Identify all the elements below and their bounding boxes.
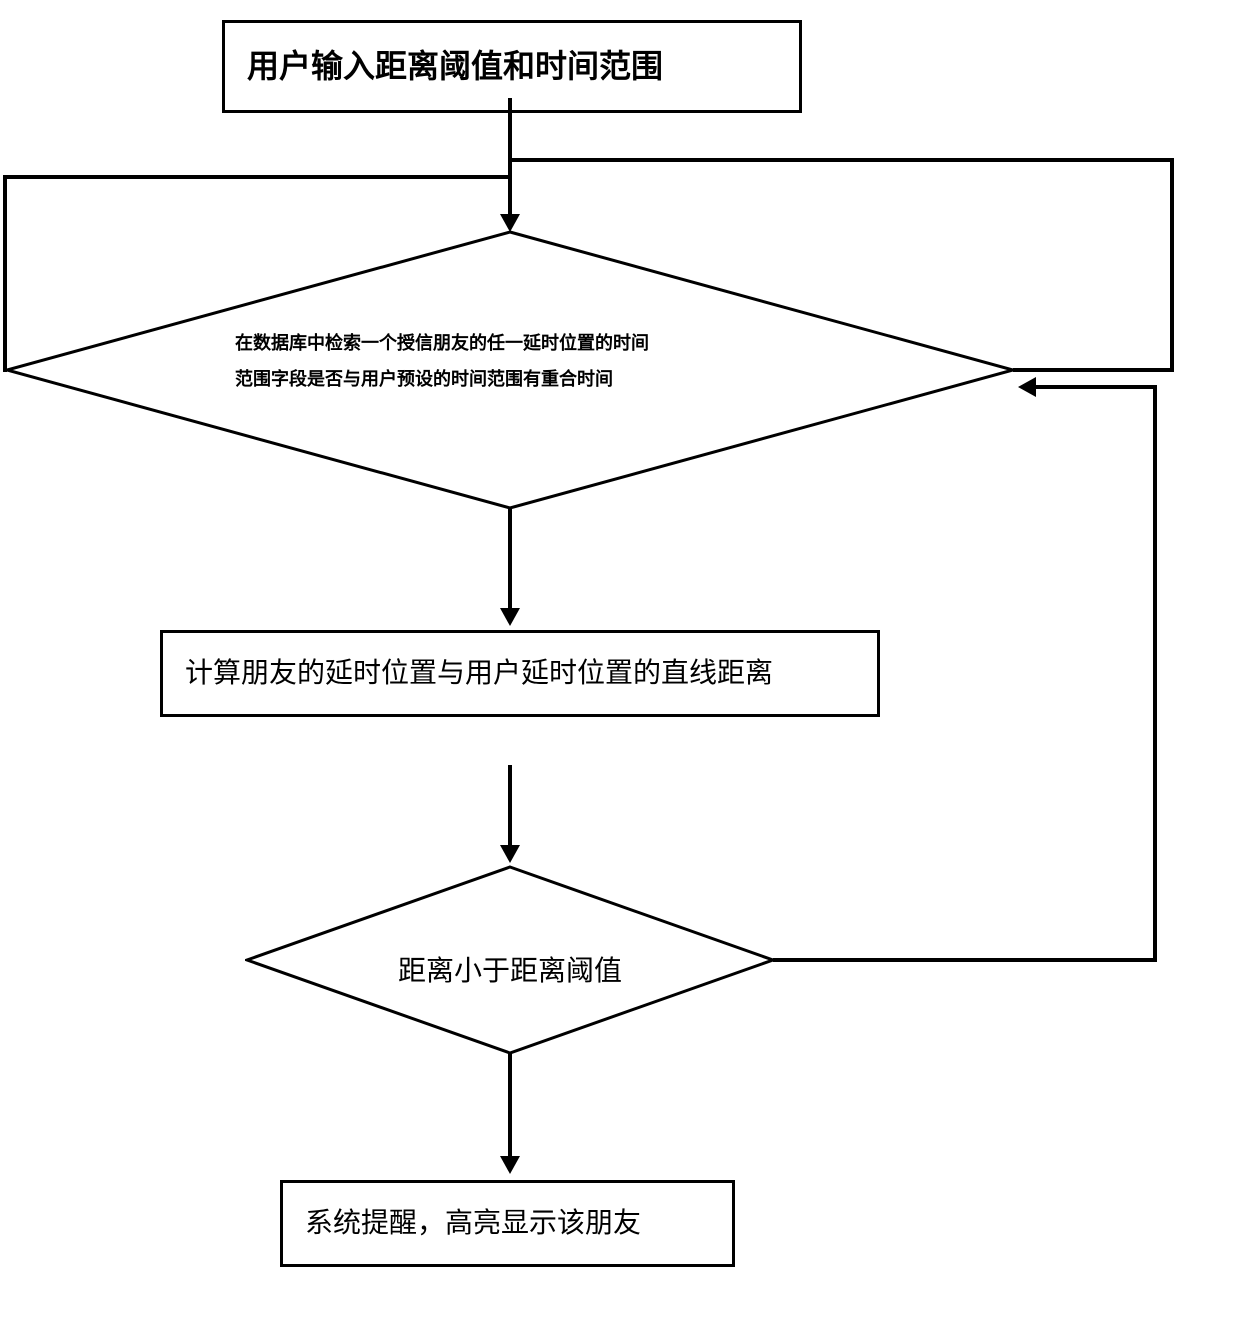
node-decision2: 距离小于距离阈值: [245, 865, 775, 1055]
edge-d1-process1-head: [500, 608, 520, 626]
edge-loop-left-h-top: [3, 175, 510, 179]
edge-start-decision1: [508, 98, 512, 216]
node-process1-text: 计算朋友的延时位置与用户延时位置的直线距离: [185, 657, 773, 688]
edge-d2-right-h2: [1034, 385, 1155, 389]
edge-d2-right-head: [1018, 377, 1036, 397]
node-decision1: 在数据库中检索一个授信朋友的任一延时位置的时间 范围字段是否与用户预设的时间范围…: [5, 230, 1015, 510]
node-decision1-line1: 在数据库中检索一个授信朋友的任一延时位置的时间: [235, 325, 815, 361]
edge-p1-d2-head: [500, 845, 520, 863]
node-start: 用户输入距离阈值和时间范围: [222, 20, 802, 113]
edge-d2-right-h: [773, 958, 1155, 962]
edge-loop-right-v: [1170, 158, 1174, 372]
edge-d2-end-head: [500, 1156, 520, 1174]
node-start-text: 用户输入距离阈值和时间范围: [247, 48, 663, 84]
edge-loop-right-h-top: [510, 158, 1174, 162]
node-process1: 计算朋友的延时位置与用户延时位置的直线距离: [160, 630, 880, 717]
edge-d1-right-connector: [1013, 368, 1173, 372]
edge-p1-d2: [508, 765, 512, 847]
node-end-text: 系统提醒，高亮显示该朋友: [305, 1207, 641, 1238]
node-decision2-label: 距离小于距离阈值: [398, 955, 622, 986]
node-decision1-text: 在数据库中检索一个授信朋友的任一延时位置的时间 范围字段是否与用户预设的时间范围…: [235, 325, 815, 397]
node-decision2-text: 距离小于距离阈值: [245, 943, 775, 999]
edge-d1-process1: [508, 508, 512, 610]
edge-d2-end: [508, 1053, 512, 1158]
node-decision1-line2: 范围字段是否与用户预设的时间范围有重合时间: [235, 361, 815, 397]
node-end: 系统提醒，高亮显示该朋友: [280, 1180, 735, 1267]
edge-d2-right-v: [1153, 385, 1157, 962]
flowchart-canvas: 用户输入距离阈值和时间范围 在数据库中检索一个授信朋友的任一延时位置的时间 范围…: [0, 0, 1240, 1338]
